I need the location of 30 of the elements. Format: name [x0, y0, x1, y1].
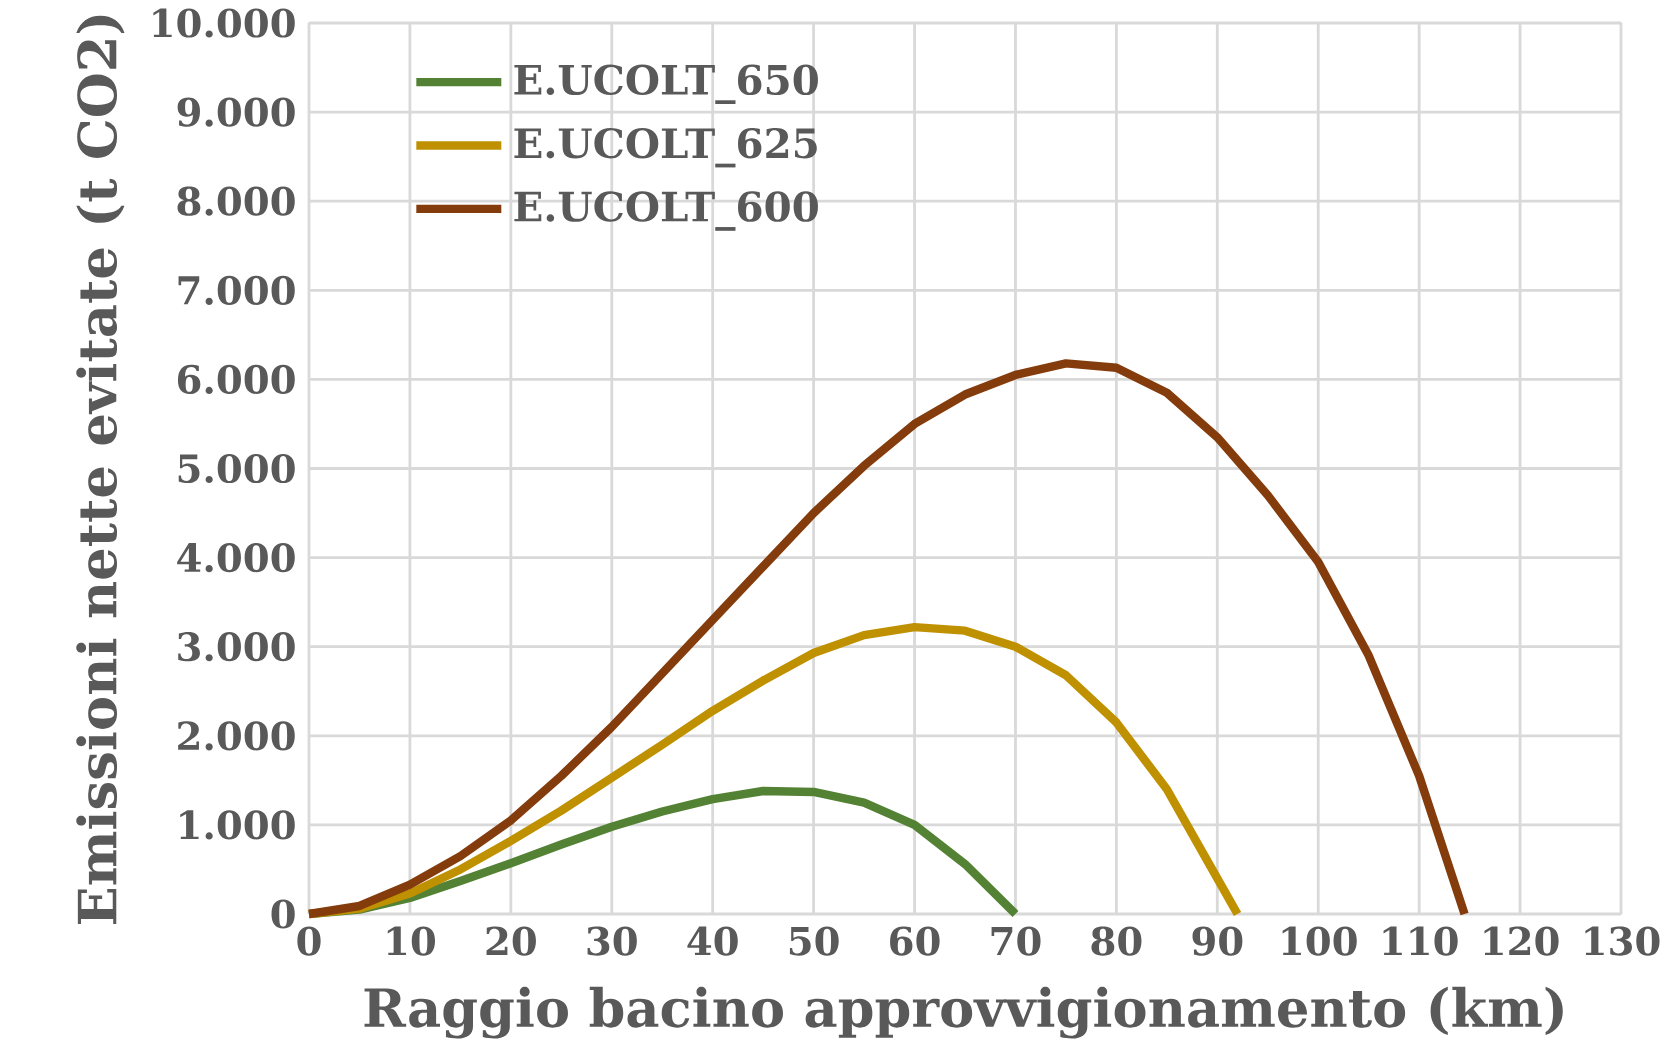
y-tick-label: 4.000 [177, 543, 295, 573]
x-tick-label: 130 [1585, 926, 1660, 956]
legend-label: E.UCOLT_625 [514, 127, 817, 168]
x-tick-label: 110 [1383, 926, 1458, 956]
x-tick-label: 80 [1091, 926, 1142, 956]
y-tick-label: 10.000 [153, 8, 295, 38]
x-tick-label: 90 [1192, 926, 1243, 956]
legend-label: E.UCOLT_650 [514, 64, 818, 105]
y-tick-label: 2.000 [178, 721, 295, 751]
y-tick-label: 8.000 [177, 186, 295, 216]
x-tick-label: 0 [297, 926, 321, 956]
y-tick-label: 3.000 [178, 632, 295, 662]
y-axis-title: Emissioni nette evitate (t CO2) [76, 15, 125, 924]
x-tick-label: 30 [587, 926, 637, 956]
x-tick-label: 10 [387, 926, 436, 956]
x-tick-label: 60 [890, 926, 940, 956]
y-tick-label: 9.000 [177, 97, 295, 127]
y-tick-label: 1.000 [180, 810, 295, 840]
y-tick-label: 5.000 [178, 453, 295, 484]
y-tick-label: 7.000 [178, 275, 295, 305]
legend-label: E.UCOLT_600 [514, 191, 818, 231]
x-tick-label: 120 [1484, 926, 1559, 956]
x-tick-label: 40 [687, 926, 738, 956]
x-tick-label: 70 [991, 926, 1041, 956]
x-tick-label: 50 [789, 926, 839, 956]
x-axis-title: Raggio bacino approvvigionamento (km) [364, 986, 1563, 1039]
x-tick-label: 20 [486, 926, 536, 956]
y-tick-label: 0 [271, 899, 295, 929]
y-tick-label: 6.000 [177, 364, 295, 395]
x-tick-label: 100 [1282, 926, 1357, 956]
